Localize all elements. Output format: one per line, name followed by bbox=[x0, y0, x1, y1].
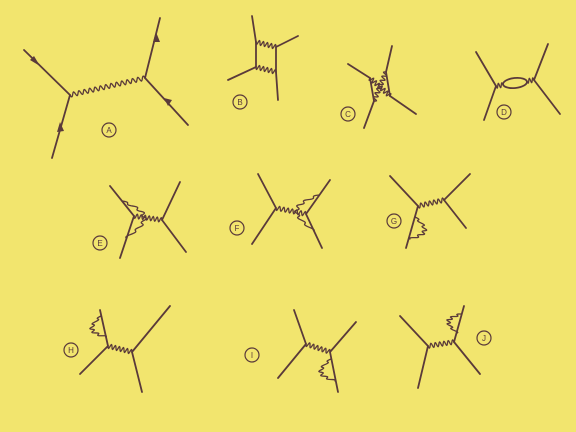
diagram-label-e: E bbox=[92, 235, 108, 251]
svg-text:C: C bbox=[345, 110, 351, 119]
diagram-label-g: G bbox=[386, 213, 402, 229]
diagram-label-d: D bbox=[496, 104, 512, 120]
diagram-label-f: F bbox=[229, 220, 245, 236]
diagram-g bbox=[389, 173, 471, 249]
svg-text:F: F bbox=[235, 224, 240, 233]
svg-text:H: H bbox=[68, 346, 74, 355]
diagram-f bbox=[251, 173, 331, 249]
diagram-label-h: H bbox=[63, 342, 79, 358]
diagram-b bbox=[227, 15, 299, 101]
diagram-e bbox=[109, 181, 187, 259]
diagram-label-b: B bbox=[232, 94, 248, 110]
diagram-label-i: I bbox=[244, 347, 260, 363]
svg-text:G: G bbox=[391, 217, 397, 226]
diagram-label-c: C bbox=[340, 106, 356, 122]
diagram-i bbox=[277, 309, 357, 393]
svg-text:D: D bbox=[501, 108, 507, 117]
diagram-label-a: A bbox=[101, 122, 117, 138]
diagram-c bbox=[347, 45, 417, 129]
svg-text:B: B bbox=[237, 98, 242, 107]
diagram-d bbox=[475, 43, 561, 121]
diagram-h bbox=[79, 305, 171, 393]
diagram-label-j: J bbox=[476, 330, 492, 346]
svg-text:J: J bbox=[482, 334, 486, 343]
diagram-j bbox=[399, 305, 481, 389]
svg-text:I: I bbox=[251, 351, 253, 360]
svg-text:E: E bbox=[97, 239, 102, 248]
diagram-a bbox=[23, 17, 189, 159]
svg-text:A: A bbox=[106, 126, 112, 135]
